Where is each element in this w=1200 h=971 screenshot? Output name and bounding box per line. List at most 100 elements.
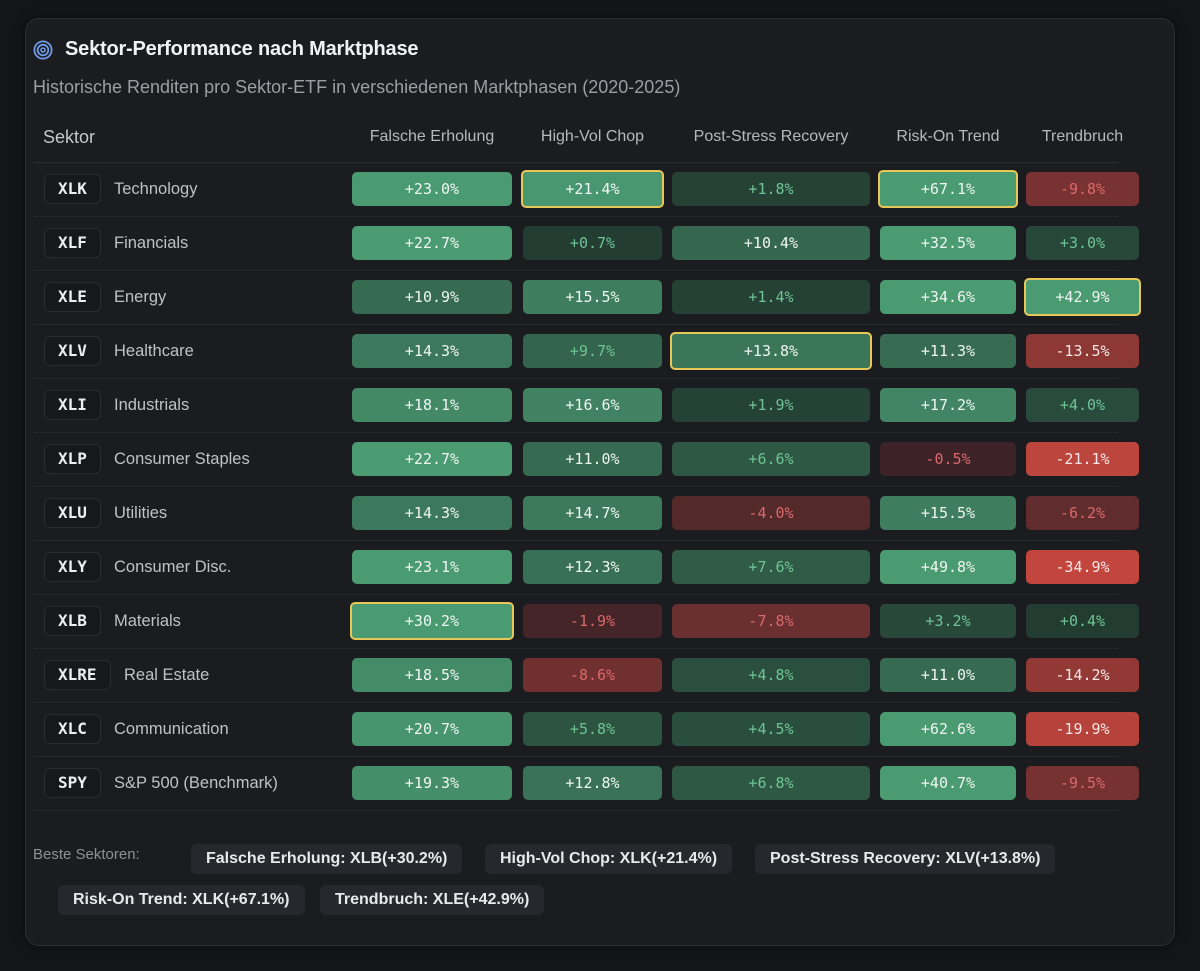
return-cell: +15.5% xyxy=(523,280,662,314)
table-row: XLK Technology +23.0% +21.4% +1.8% +67.1% -9.8… xyxy=(33,163,1139,217)
return-cell-best: +13.8% xyxy=(670,332,872,370)
return-cell: +40.7% xyxy=(880,766,1016,800)
sector-name: Consumer Staples xyxy=(114,450,250,468)
sector-name: Real Estate xyxy=(124,666,210,684)
ticker-badge: XLE xyxy=(44,282,101,312)
column-header-post-stress-recovery: Post-Stress Recovery xyxy=(693,128,849,145)
sector-name: Utilities xyxy=(114,504,168,522)
table-row: XLRE Real Estate +18.5% -8.6% +4.8% +11.0% -14… xyxy=(33,649,1139,703)
sector-name: Consumer Disc. xyxy=(114,558,232,576)
return-cell: +9.7% xyxy=(523,334,662,368)
return-cell-best: +67.1% xyxy=(878,170,1018,208)
return-cell: +0.7% xyxy=(523,226,662,260)
return-cell: -9.8% xyxy=(1026,172,1139,206)
return-cell: +32.5% xyxy=(880,226,1016,260)
ticker-badge: XLV xyxy=(44,336,101,366)
return-cell: -19.9% xyxy=(1026,712,1139,746)
table-row: XLI Industrials +18.1% +16.6% +1.9% +17.2% +4.… xyxy=(33,379,1139,433)
sector-name: Energy xyxy=(114,288,167,306)
sector-name: Communication xyxy=(114,720,229,738)
return-cell: +34.6% xyxy=(880,280,1016,314)
return-cell: +7.6% xyxy=(672,550,870,584)
return-cell: -34.9% xyxy=(1026,550,1139,584)
return-cell: +12.3% xyxy=(523,550,662,584)
return-cell: +5.8% xyxy=(523,712,662,746)
return-cell: -9.5% xyxy=(1026,766,1139,800)
best-sector-chip-high-vol-chop: High-Vol Chop: XLK(+21.4%) xyxy=(485,844,733,874)
card-title: Sektor-Performance nach Marktphase xyxy=(65,38,419,60)
return-cell: +3.0% xyxy=(1026,226,1139,260)
column-header-trendbruch: Trendbruch xyxy=(1041,128,1124,145)
ticker-badge: XLY xyxy=(44,552,101,582)
return-cell: -6.2% xyxy=(1026,496,1139,530)
best-sectors-label: Beste Sektoren: xyxy=(33,846,140,863)
column-header-risk-on-trend: Risk-On Trend xyxy=(896,128,1000,145)
return-cell: +12.8% xyxy=(523,766,662,800)
return-cell-best: +21.4% xyxy=(521,170,664,208)
ticker-badge: SPY xyxy=(44,768,101,798)
return-cell-best: +42.9% xyxy=(1024,278,1141,316)
card-header: Sektor-Performance nach Marktphase xyxy=(33,38,419,61)
return-cell: +17.2% xyxy=(880,388,1016,422)
table-row: XLF Financials +22.7% +0.7% +10.4% +32.5% +3.0… xyxy=(33,217,1139,271)
return-cell: +4.8% xyxy=(672,658,870,692)
return-cell: +16.6% xyxy=(523,388,662,422)
table-row: XLU Utilities +14.3% +14.7% -4.0% +15.5% -6.2% xyxy=(33,487,1139,541)
sector-name: Financials xyxy=(114,234,189,252)
table-row: XLB Materials +30.2% -1.9% -7.8% +3.2% +0.4% xyxy=(33,595,1139,649)
sector-name: Industrials xyxy=(114,396,190,414)
return-cell: +14.7% xyxy=(523,496,662,530)
return-cell: +6.8% xyxy=(672,766,870,800)
return-cell: -13.5% xyxy=(1026,334,1139,368)
best-sector-chip-trendbruch: Trendbruch: XLE(+42.9%) xyxy=(320,885,545,915)
return-cell: -0.5% xyxy=(880,442,1016,476)
return-cell: -1.9% xyxy=(523,604,662,638)
return-cell: +20.7% xyxy=(352,712,512,746)
best-sector-chip-post-stress-recovery: Post-Stress Recovery: XLV(+13.8%) xyxy=(755,844,1056,874)
return-cell: -8.6% xyxy=(523,658,662,692)
best-sector-chip-falsche-erholung: Falsche Erholung: XLB(+30.2%) xyxy=(191,844,463,874)
return-cell: +14.3% xyxy=(352,496,512,530)
return-cell: +1.9% xyxy=(672,388,870,422)
table-row: XLP Consumer Staples +22.7% +11.0% +6.6% -0.5… xyxy=(33,433,1139,487)
column-header-sector: Sektor xyxy=(43,127,96,147)
return-cell: +6.6% xyxy=(672,442,870,476)
table-body: XLK Technology +23.0% +21.4% +1.8% +67.1% -9.8… xyxy=(33,163,1141,811)
sector-name: S&P 500 (Benchmark) xyxy=(114,774,278,792)
return-cell: -14.2% xyxy=(1026,658,1139,692)
return-cell: +18.5% xyxy=(352,658,512,692)
ticker-badge: XLRE xyxy=(44,660,111,690)
return-cell: +0.4% xyxy=(1026,604,1139,638)
return-cell-best: +30.2% xyxy=(350,602,514,640)
return-cell: +3.2% xyxy=(880,604,1016,638)
return-cell: +23.0% xyxy=(352,172,512,206)
return-cell: -4.0% xyxy=(672,496,870,530)
return-cell: +4.5% xyxy=(672,712,870,746)
return-cell: +10.9% xyxy=(352,280,512,314)
ticker-badge: XLP xyxy=(44,444,101,474)
ticker-badge: XLB xyxy=(44,606,101,636)
return-cell: -7.8% xyxy=(672,604,870,638)
column-header-high-vol-chop: High-Vol Chop xyxy=(540,128,645,145)
return-cell: +1.8% xyxy=(672,172,870,206)
return-cell: +23.1% xyxy=(352,550,512,584)
ticker-badge: XLU xyxy=(44,498,101,528)
return-cell: +11.3% xyxy=(880,334,1016,368)
return-cell: +11.0% xyxy=(880,658,1016,692)
table-row: SPY S&P 500 (Benchmark) +19.3% +12.8% +6.8% +… xyxy=(33,757,1139,811)
card-subtitle: Historische Renditen pro Sektor-ETF in v… xyxy=(33,77,681,97)
table-row: XLE Energy +10.9% +15.5% +1.4% +34.6% +42.9% xyxy=(33,271,1141,325)
return-cell: -21.1% xyxy=(1026,442,1139,476)
return-cell: +22.7% xyxy=(352,442,512,476)
return-cell: +18.1% xyxy=(352,388,512,422)
table-row: XLV Healthcare +14.3% +9.7% +13.8% +11.3% -13.… xyxy=(33,325,1139,379)
return-cell: +10.4% xyxy=(672,226,870,260)
return-cell: +19.3% xyxy=(352,766,512,800)
sector-name: Technology xyxy=(114,180,198,198)
return-cell: +14.3% xyxy=(352,334,512,368)
ticker-badge: XLK xyxy=(44,174,101,204)
return-cell: +22.7% xyxy=(352,226,512,260)
best-sector-chip-risk-on-trend: Risk-On Trend: XLK(+67.1%) xyxy=(58,885,305,915)
table-row: XLC Communication +20.7% +5.8% +4.5% +62.6% -1… xyxy=(33,703,1139,757)
return-cell: +62.6% xyxy=(880,712,1016,746)
